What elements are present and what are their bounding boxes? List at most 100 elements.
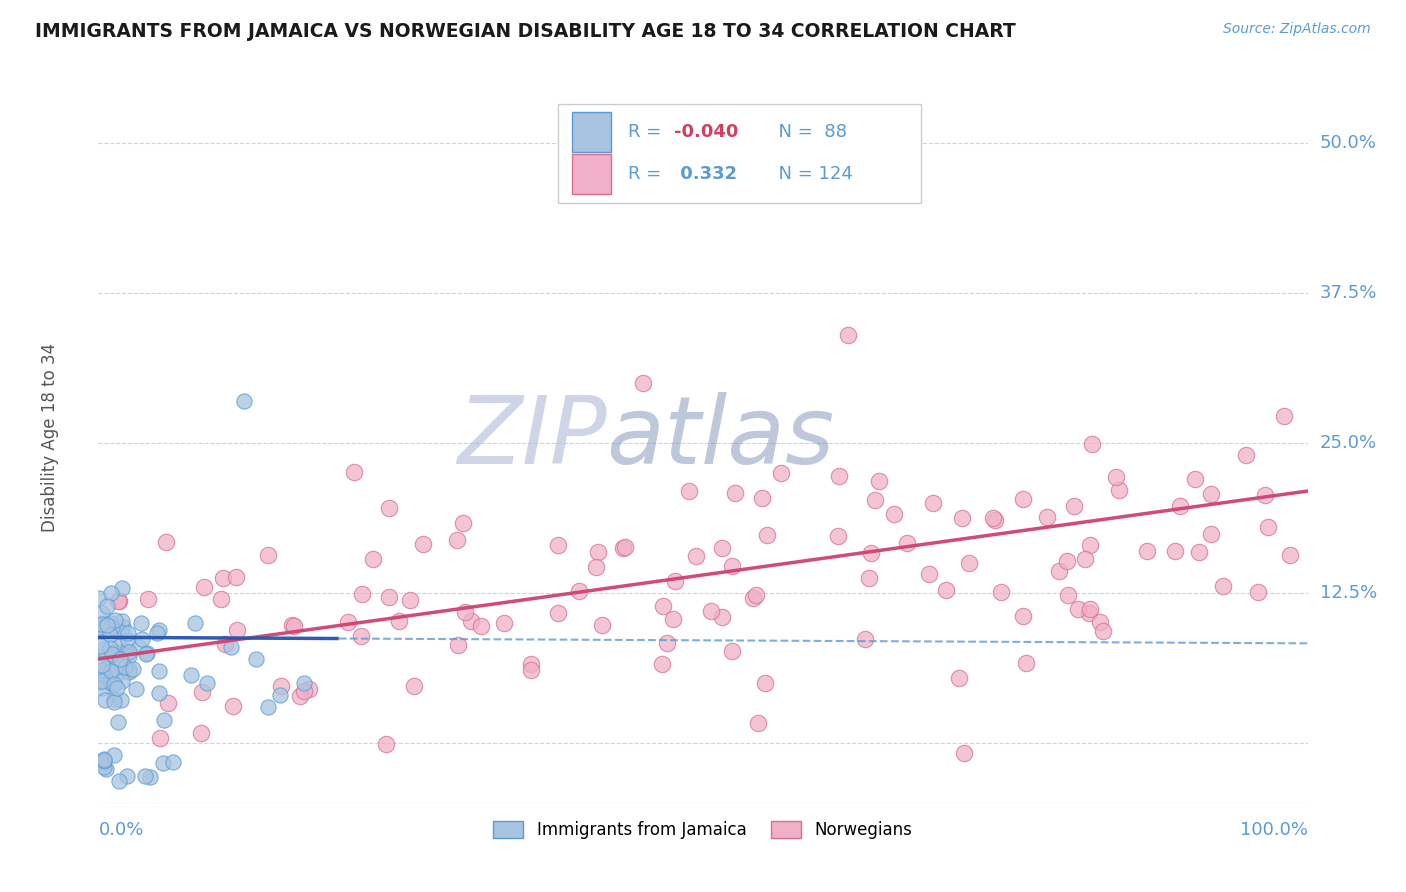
Point — [1036, 510, 1059, 524]
Point — [921, 495, 943, 509]
Point — [769, 466, 792, 480]
Point — [747, 715, 769, 730]
Point — [651, 657, 673, 672]
Point — [700, 604, 723, 618]
Point — [153, 714, 176, 728]
Point — [87, 622, 110, 636]
Point — [131, 632, 153, 647]
Point — [756, 528, 779, 542]
Point — [470, 619, 492, 633]
Point — [361, 552, 384, 566]
Point — [1104, 470, 1126, 484]
Point — [1074, 552, 1097, 566]
Text: ZIP: ZIP — [457, 392, 606, 483]
Text: R =: R = — [628, 123, 666, 141]
Point — [350, 629, 373, 643]
Point — [657, 636, 679, 650]
Point — [269, 688, 291, 702]
Point — [388, 614, 411, 628]
Point — [149, 731, 172, 746]
Point — [93, 753, 115, 767]
Point — [93, 668, 115, 682]
Point — [1015, 657, 1038, 671]
Point — [858, 571, 880, 585]
Point — [1056, 554, 1078, 568]
Point — [591, 618, 613, 632]
FancyBboxPatch shape — [572, 112, 612, 153]
Point — [1063, 499, 1085, 513]
Point — [110, 693, 132, 707]
Point — [107, 714, 129, 729]
Point — [723, 486, 745, 500]
Point — [111, 581, 134, 595]
Point — [446, 533, 468, 547]
Point — [957, 557, 980, 571]
Point — [90, 673, 112, 688]
Point — [146, 625, 169, 640]
Point — [1234, 448, 1257, 462]
Point — [110, 625, 132, 640]
Point — [128, 640, 150, 655]
Text: atlas: atlas — [606, 392, 835, 483]
Point — [990, 584, 1012, 599]
Point — [221, 640, 243, 654]
Point — [112, 620, 135, 634]
Point — [98, 628, 121, 642]
Point — [105, 681, 128, 695]
Point — [155, 535, 177, 549]
Point — [283, 619, 305, 633]
Point — [104, 613, 127, 627]
Point — [90, 681, 112, 695]
Point — [399, 592, 422, 607]
Point — [256, 699, 278, 714]
Point — [631, 376, 654, 391]
Point — [337, 615, 360, 629]
Point — [91, 673, 114, 688]
Point — [108, 774, 131, 789]
Point — [1212, 579, 1234, 593]
FancyBboxPatch shape — [558, 104, 921, 203]
Point — [104, 649, 127, 664]
Point — [225, 624, 247, 638]
Legend: Immigrants from Jamaica, Norwegians: Immigrants from Jamaica, Norwegians — [486, 814, 920, 846]
Text: 0.0%: 0.0% — [98, 821, 143, 838]
Point — [451, 516, 474, 530]
Point — [460, 614, 482, 628]
Point — [1047, 564, 1070, 578]
Point — [281, 617, 304, 632]
Point — [837, 328, 859, 343]
Point — [447, 639, 470, 653]
Point — [288, 689, 311, 703]
Text: 37.5%: 37.5% — [1320, 285, 1376, 302]
Point — [918, 566, 941, 581]
Point — [107, 646, 129, 660]
Point — [343, 465, 366, 479]
Point — [139, 770, 162, 784]
Point — [520, 657, 543, 672]
Point — [1088, 615, 1111, 629]
Point — [93, 754, 115, 768]
Point — [492, 615, 515, 630]
Text: 12.5%: 12.5% — [1320, 584, 1376, 602]
Point — [91, 606, 114, 620]
Point — [103, 692, 125, 706]
Point — [520, 663, 543, 677]
Point — [711, 609, 734, 624]
Point — [107, 594, 129, 608]
Point — [117, 645, 139, 659]
Point — [1188, 545, 1211, 559]
Text: IMMIGRANTS FROM JAMAICA VS NORWEGIAN DISABILITY AGE 18 TO 34 CORRELATION CHART: IMMIGRANTS FROM JAMAICA VS NORWEGIAN DIS… — [35, 22, 1017, 41]
Point — [148, 664, 170, 678]
Point — [1012, 491, 1035, 506]
Point — [588, 545, 610, 559]
Point — [232, 394, 254, 409]
Point — [662, 612, 685, 626]
Point — [89, 622, 111, 636]
Point — [1108, 483, 1130, 498]
Point — [108, 639, 131, 653]
Point — [134, 769, 156, 783]
Point — [103, 676, 125, 690]
Point — [89, 674, 111, 689]
Point — [1168, 500, 1191, 514]
Point — [585, 559, 607, 574]
